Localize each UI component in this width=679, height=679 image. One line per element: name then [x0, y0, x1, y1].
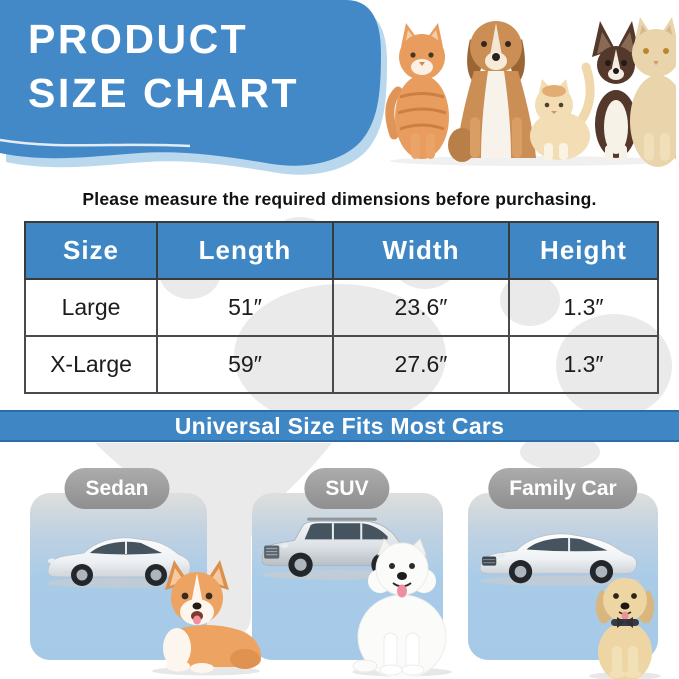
family-car-icon: [479, 533, 642, 586]
universal-size-banner: Universal Size Fits Most Cars: [0, 410, 679, 442]
label-pill-suv: SUV: [304, 468, 390, 509]
table-row: Large 51″ 23.6″ 1.3″: [24, 278, 659, 337]
cell-size: Large: [24, 278, 158, 337]
page-title: PRODUCT SIZE CHART: [28, 12, 299, 120]
cell-length: 59″: [156, 335, 334, 394]
table-row: X-Large 59″ 27.6″ 1.3″: [24, 335, 659, 394]
orange-tabby-cat-icon: [385, 23, 449, 159]
banner-text: Universal Size Fits Most Cars: [174, 412, 505, 439]
chihuahua-icon: [592, 21, 640, 161]
big-cream-cat-icon: [630, 17, 676, 167]
col-header-height: Height: [508, 221, 659, 280]
car-type-label: SUV: [325, 476, 369, 500]
golden-retriever-puppy-icon: [589, 578, 661, 679]
cell-height: 1.3″: [508, 278, 659, 337]
corgi-dog-icon: [152, 560, 262, 676]
col-header-size: Size: [24, 221, 158, 280]
page-title-line1: PRODUCT: [28, 16, 249, 62]
sedan-car-icon: [46, 537, 191, 588]
label-pill-family-car: Family Car: [488, 468, 638, 509]
car-type-label: Sedan: [85, 476, 149, 500]
cell-width: 23.6″: [332, 278, 510, 337]
col-header-length: Length: [156, 221, 334, 280]
cell-height: 1.3″: [508, 335, 659, 394]
cell-length: 51″: [156, 278, 334, 337]
cell-width: 27.6″: [332, 335, 510, 394]
tan-white-dog-icon: [448, 21, 536, 162]
size-table: Size Length Width Height Large 51″ 23.6″…: [24, 221, 659, 394]
header-blue-blob: [0, 0, 387, 175]
measure-note: Please measure the required dimensions b…: [82, 189, 597, 209]
cream-kitten-icon: [530, 62, 595, 160]
col-header-width: Width: [332, 221, 510, 280]
label-pill-sedan: Sedan: [64, 468, 170, 509]
car-type-label: Family Car: [509, 476, 617, 500]
cats-and-dogs-group-illustration: [385, 17, 676, 167]
size-table-header: Size Length Width Height: [24, 221, 659, 280]
cell-size: X-Large: [24, 335, 158, 394]
samoyed-dog-icon: [352, 538, 452, 677]
page-title-line2: SIZE CHART: [28, 70, 299, 116]
